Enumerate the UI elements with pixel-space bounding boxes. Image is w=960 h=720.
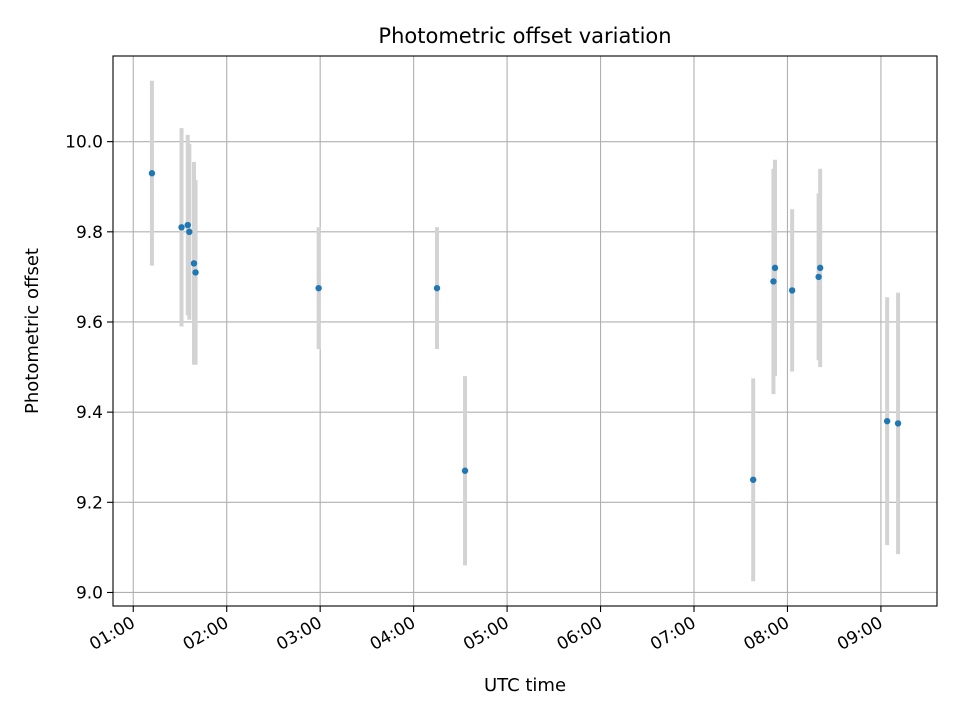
- data-point: [894, 420, 902, 427]
- y-tick-label: 9.6: [76, 313, 103, 333]
- x-tick-label: 01:00: [86, 613, 138, 655]
- y-axis-ticks: 9.0 9.2 9.4 9.6 9.8 10.0: [65, 133, 113, 603]
- plot-frame: [112, 55, 938, 607]
- x-tick-label: 09:00: [834, 613, 886, 655]
- data-point: [192, 269, 199, 276]
- data-points: [148, 170, 902, 483]
- data-point: [461, 467, 469, 474]
- data-point: [186, 228, 193, 236]
- y-tick-label: 9.4: [76, 403, 103, 423]
- data-point: [178, 224, 185, 231]
- data-point: [315, 284, 322, 292]
- x-axis-ticks: 01:00 02:00 03:00 04:00 05:00 06:00 07:00 08:00…: [86, 606, 886, 655]
- x-tick-label: 07:00: [647, 613, 699, 655]
- data-point: [816, 264, 824, 272]
- data-point: [433, 284, 441, 292]
- data-point: [815, 273, 822, 281]
- data-point: [184, 221, 191, 229]
- data-point: [749, 476, 757, 483]
- data-point: [190, 260, 198, 267]
- y-tick-label: 9.0: [76, 583, 103, 603]
- chart-title: Photometric offset variation: [378, 24, 671, 48]
- grid: [113, 56, 937, 606]
- data-point: [883, 417, 891, 425]
- x-tick-label: 05:00: [460, 613, 512, 655]
- x-tick-label: 08:00: [741, 613, 793, 655]
- error-bars: [149, 80, 901, 582]
- x-tick-label: 03:00: [273, 613, 325, 655]
- y-tick-label: 9.2: [76, 493, 103, 513]
- x-axis-label: UTC time: [484, 675, 566, 696]
- x-tick-label: 04:00: [367, 613, 419, 655]
- y-axis-label: Photometric offset: [22, 248, 43, 414]
- x-tick-label: 06:00: [554, 613, 606, 655]
- data-point: [771, 264, 779, 272]
- data-point: [770, 278, 777, 285]
- y-tick-label: 10.0: [65, 133, 103, 153]
- y-tick-label: 9.8: [76, 223, 103, 243]
- x-tick-label: 02:00: [180, 613, 232, 655]
- data-point: [788, 287, 796, 294]
- data-point: [148, 170, 156, 177]
